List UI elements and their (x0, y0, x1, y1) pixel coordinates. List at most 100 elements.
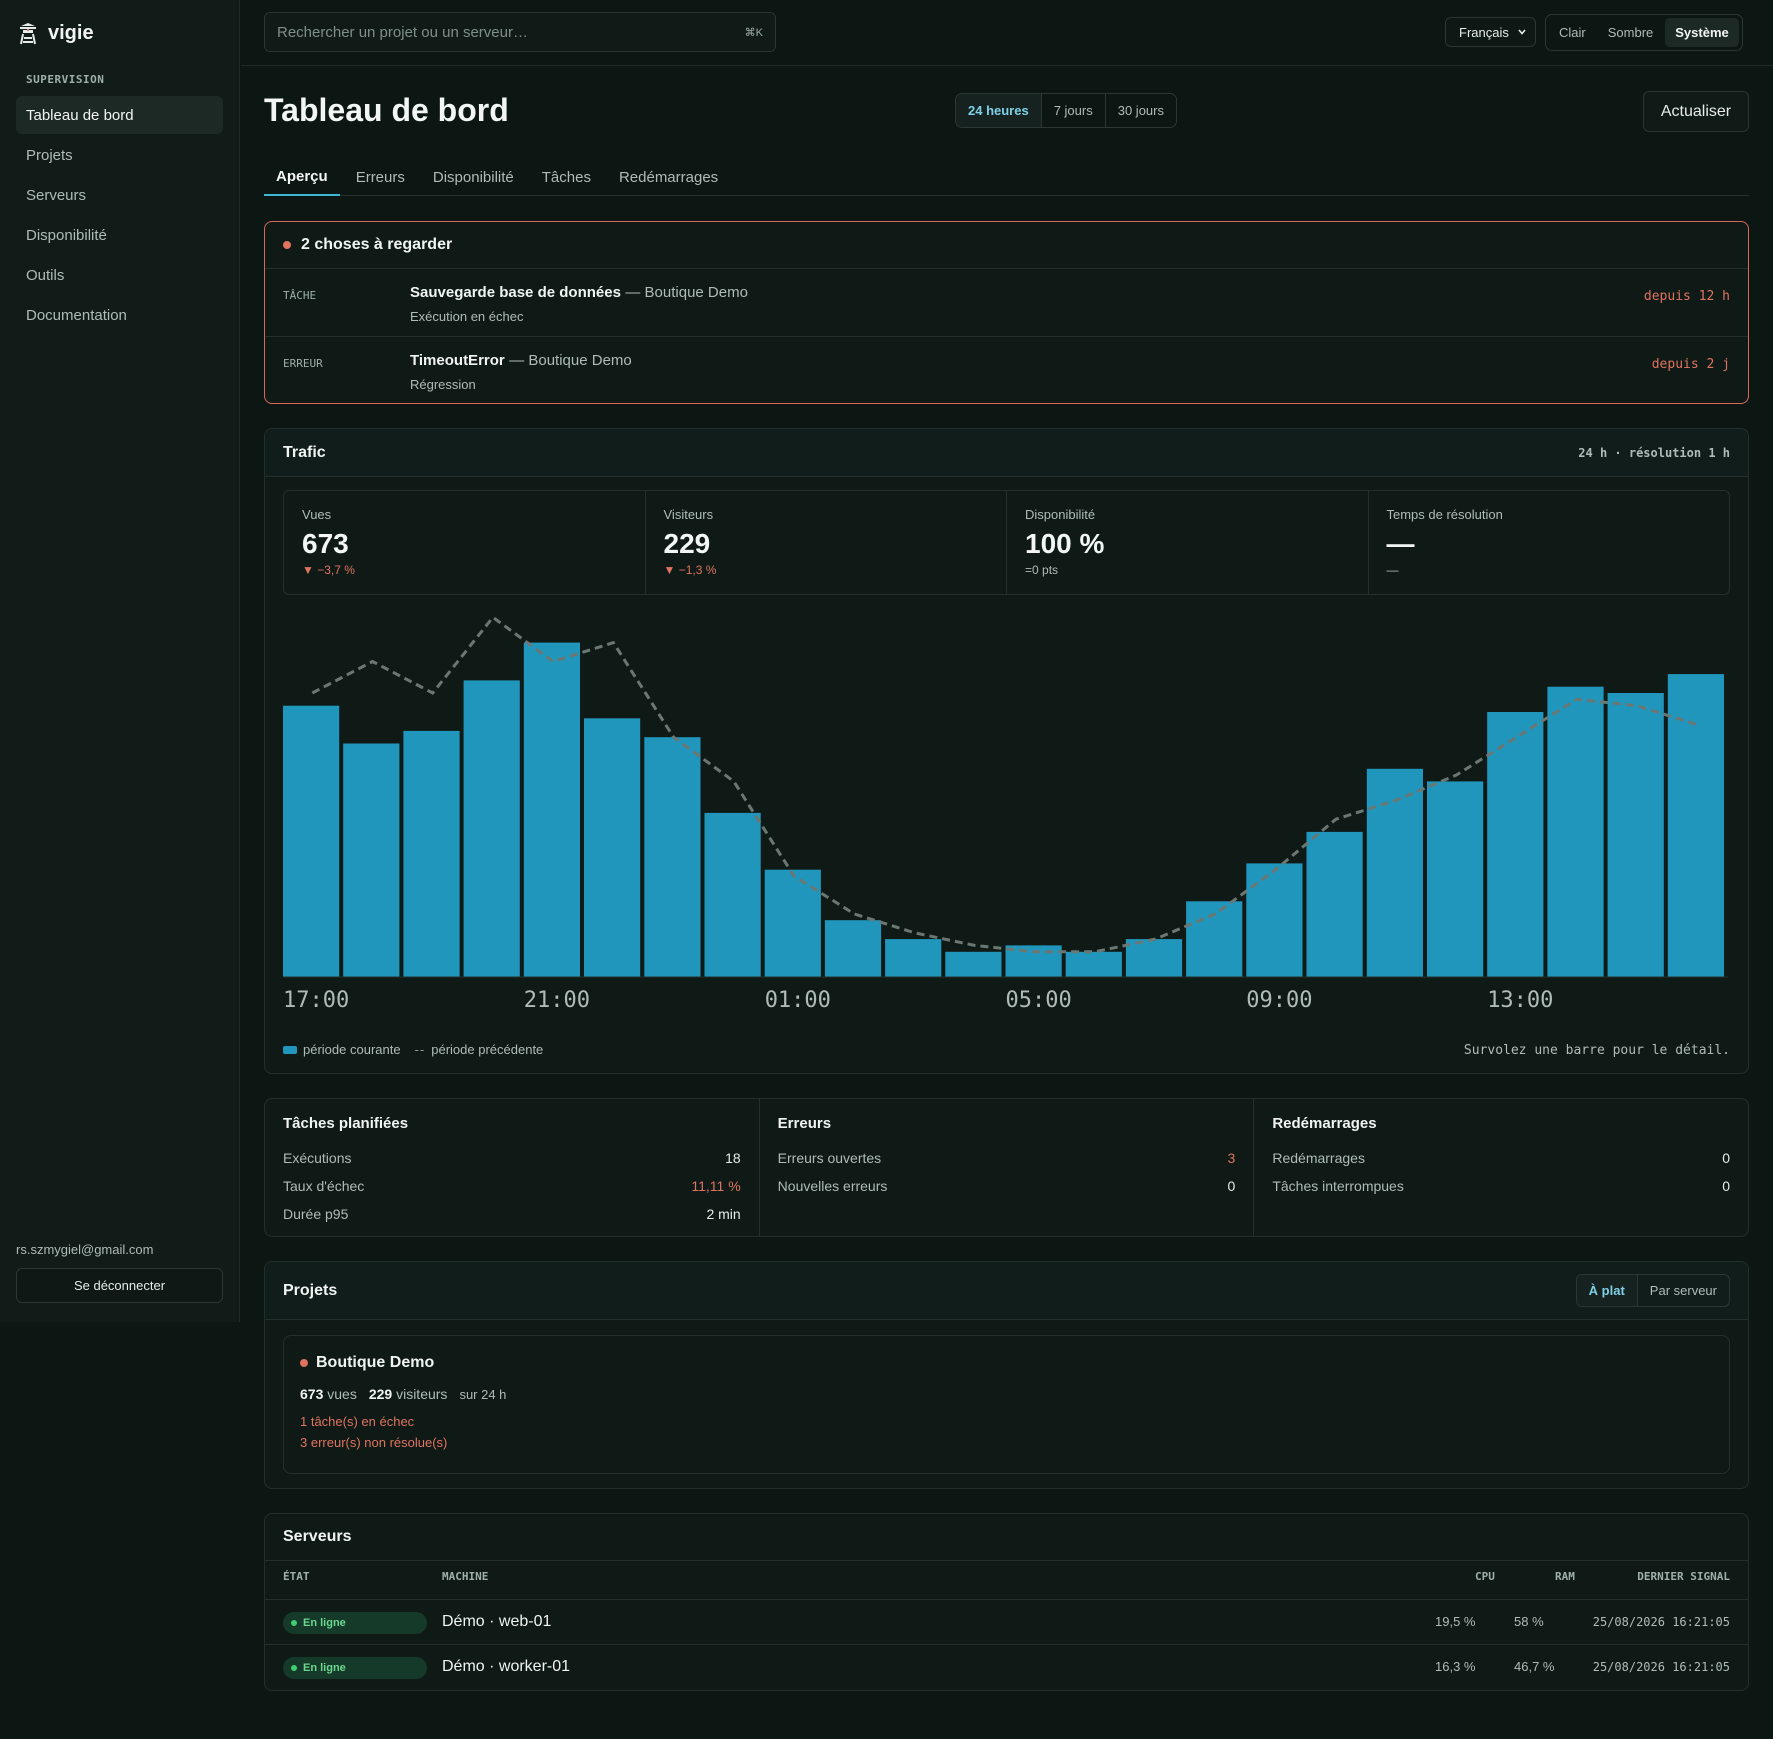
alerts-header: 2 choses à regarder (265, 222, 1748, 269)
sidebar-item-availability[interactable]: Disponibilité (26, 226, 107, 244)
chart-bar[interactable] (1427, 781, 1484, 977)
tab-availability[interactable]: Disponibilité (432, 168, 514, 186)
summary-row: Tâches interrompues 0 (1272, 1172, 1730, 1200)
chart-bar[interactable] (463, 680, 520, 977)
alert-project: — Boutique Demo (509, 352, 632, 369)
summary-value: 0 (1722, 1178, 1731, 1194)
chart-bar[interactable] (1246, 863, 1303, 977)
summary-row: Erreurs ouvertes 3 (778, 1144, 1236, 1172)
table-row[interactable]: En ligne Démo · worker-01 16,3 % 46,7 % … (265, 1644, 1748, 1689)
chart-bar[interactable] (1366, 768, 1423, 977)
traffic-meta: 24 h · résolution 1 h (1578, 445, 1730, 460)
stat-delta: =0 pts (1025, 563, 1059, 577)
view-by-server-button[interactable]: Par serveur (1649, 1283, 1717, 1298)
chart-bar[interactable] (343, 743, 400, 978)
sidebar-item-documentation[interactable]: Documentation (26, 306, 127, 324)
alert-kind: TÂCHE (283, 289, 317, 302)
stat-availability: Disponibilité 100 % =0 pts (1007, 491, 1369, 594)
search-input[interactable]: Rechercher un projet ou un serveur… ⌘K (264, 12, 776, 52)
summary-panel: Tâches planifiées Exécutions 18 Taux d'éc… (264, 1098, 1749, 1237)
status-text: En ligne (303, 1662, 346, 1674)
chart-bar[interactable] (885, 939, 942, 977)
projects-header: Projets À plat Par serveur (265, 1262, 1748, 1320)
chart-bar[interactable] (704, 812, 761, 977)
theme-system-button[interactable]: Système (1665, 18, 1739, 47)
tab-restarts[interactable]: Redémarrages (618, 168, 719, 186)
alert-kind: ERREUR (283, 357, 323, 370)
chart-bar[interactable] (644, 737, 701, 977)
chart-bar[interactable] (1607, 693, 1664, 977)
stat-value: 100 % (1025, 528, 1105, 559)
chart-bar[interactable] (764, 869, 821, 977)
summary-value: 3 (1227, 1150, 1236, 1166)
sidebar-item-tools[interactable]: Outils (26, 266, 65, 284)
sidebar-item-servers[interactable]: Serveurs (26, 186, 87, 204)
summary-value: 11,11 % (691, 1178, 741, 1194)
status-text: En ligne (303, 1617, 346, 1629)
chart-bar[interactable] (1186, 901, 1243, 977)
summary-value: 0 (1722, 1150, 1731, 1166)
status-badge: En ligne (283, 1657, 427, 1679)
summary-tasks: Tâches planifiées Exécutions 18 Taux d'éc… (265, 1099, 760, 1236)
theme-dark-button[interactable]: Sombre (1607, 25, 1654, 40)
legend-previous-label: période précédente (431, 1042, 544, 1057)
logout-button[interactable]: Se déconnecter (16, 1268, 223, 1303)
stat-value: — (1386, 528, 1415, 559)
chart-bar[interactable] (1306, 831, 1363, 977)
tab-overview[interactable]: Aperçu (264, 158, 340, 196)
alert-title: TimeoutError (410, 352, 505, 369)
traffic-chart: 17:00 21:00 01:00 05:00 09:00 13:00 (283, 615, 1728, 1013)
chart-bar[interactable] (1547, 686, 1604, 977)
search-shortcut: ⌘K (744, 26, 763, 39)
project-card[interactable]: Boutique Demo 673 vues 229 visiteurs sur… (283, 1335, 1730, 1474)
chart-bar[interactable] (1667, 674, 1724, 977)
sidebar-item-projects[interactable]: Projets (26, 146, 73, 164)
project-metrics: 673 vues 229 visiteurs sur 24 h (300, 1386, 1713, 1402)
summary-row: Durée p95 2 min (283, 1200, 741, 1228)
alert-item[interactable]: TÂCHE Sauvegarde base de données — Bouti… (265, 269, 1748, 336)
stat-value: 673 (302, 528, 349, 559)
summary-value: 0 (1227, 1178, 1236, 1194)
stat-resolution-time: Temps de résolution — — (1369, 491, 1730, 594)
servers-title: Serveurs (283, 1528, 352, 1545)
theme-light-button[interactable]: Clair (1559, 25, 1586, 40)
chart-bar[interactable] (403, 730, 460, 977)
alert-content: Sauvegarde base de données — Boutique De… (410, 284, 748, 324)
chart-bar[interactable] (1487, 712, 1544, 977)
language-select[interactable]: Français (1445, 17, 1536, 47)
project-views: 673 vues (300, 1386, 357, 1402)
chart-bar[interactable] (584, 718, 641, 977)
range-30d-button[interactable]: 30 jours (1117, 103, 1164, 118)
online-dot-icon (291, 1620, 297, 1626)
tab-errors[interactable]: Erreurs (355, 168, 405, 186)
alert-dot-icon (283, 241, 291, 249)
stat-label: Vues (302, 507, 332, 522)
chart-bar[interactable] (945, 951, 1002, 977)
column-header-ram: RAM (1555, 1570, 1575, 1583)
alert-item[interactable]: ERREUR TimeoutError — Boutique Demo Régr… (265, 336, 1748, 403)
alert-content: TimeoutError — Boutique Demo Régression (410, 352, 632, 392)
chart-bar[interactable] (283, 705, 340, 977)
chart-hover-hint: Survolez une barre pour le détail. (1463, 1043, 1730, 1058)
page-title: Tableau de bord (264, 92, 509, 128)
summary-errors: Erreurs Erreurs ouvertes 3 Nouvelles erre… (760, 1099, 1255, 1236)
range-7d-button[interactable]: 7 jours (1042, 94, 1106, 127)
stat-delta: ▼ −3,7 % (302, 563, 355, 577)
project-views-value: 673 (300, 1386, 324, 1402)
server-name: Démo · web-01 (442, 1613, 552, 1630)
app-logo[interactable]: vigie (18, 22, 94, 45)
view-flat-button[interactable]: À plat (1576, 1275, 1638, 1306)
chart-bar[interactable] (824, 920, 882, 977)
range-24h-button[interactable]: 24 heures (956, 94, 1042, 127)
tab-tasks[interactable]: Tâches (541, 168, 591, 186)
search-placeholder: Rechercher un projet ou un serveur… (277, 23, 528, 41)
chart-bar[interactable] (1065, 951, 1122, 977)
table-row[interactable]: En ligne Démo · web-01 19,5 % 58 % 25/08… (265, 1599, 1748, 1644)
sidebar-item-dashboard[interactable]: Tableau de bord (16, 96, 223, 134)
refresh-button[interactable]: Actualiser (1643, 91, 1749, 132)
chart-bar[interactable] (523, 642, 580, 977)
alert-title: Sauvegarde base de données (410, 284, 621, 301)
chart-bar[interactable] (1125, 939, 1183, 977)
range-selector: 24 heures 7 jours 30 jours (955, 93, 1177, 128)
project-warning: 1 tâche(s) en échec (300, 1414, 415, 1429)
